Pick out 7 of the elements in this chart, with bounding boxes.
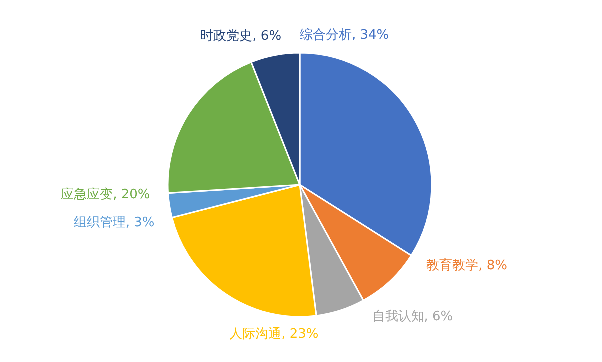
slice-label: 自我认知, 6%	[372, 309, 454, 324]
slice-label: 人际沟通, 23%	[230, 326, 319, 342]
slice-label: 组织管理, 3%	[74, 215, 155, 230]
slice-label: 教育教学, 8%	[426, 257, 508, 274]
slice-label: 综合分析, 34%	[300, 28, 390, 43]
slice-label: 时政党史, 6%	[200, 29, 282, 44]
slice-label: 应急应变, 20%	[61, 186, 150, 202]
